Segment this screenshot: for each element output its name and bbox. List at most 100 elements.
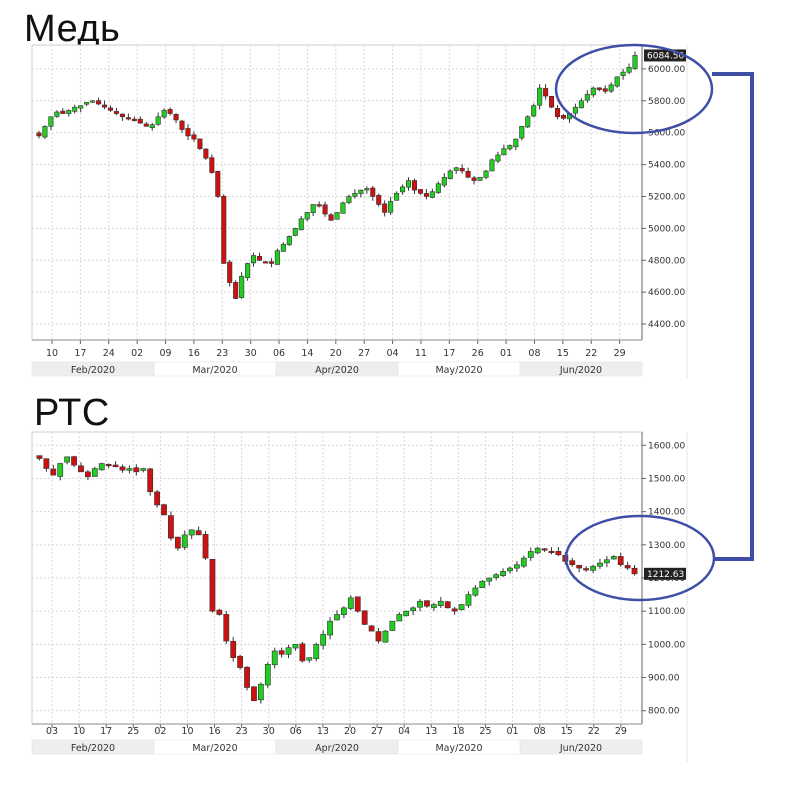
copper-candle-body bbox=[435, 183, 441, 193]
rts-candle bbox=[410, 606, 417, 616]
rts-candle bbox=[209, 559, 216, 613]
copper-candle bbox=[262, 261, 269, 264]
rts-candle-body bbox=[458, 604, 465, 611]
copper-candle bbox=[197, 138, 203, 151]
copper-candle-body bbox=[209, 157, 215, 173]
rts-candle bbox=[486, 577, 493, 586]
rts-x-tick-label: 20 bbox=[344, 726, 356, 737]
copper-candle-body bbox=[459, 168, 465, 172]
copper-candle-body bbox=[125, 117, 131, 120]
copper-candle-body bbox=[578, 100, 584, 109]
rts-month-label: Jun/2020 bbox=[559, 743, 602, 754]
copper-candle bbox=[119, 113, 125, 121]
copper-candle bbox=[298, 216, 304, 231]
copper-candle bbox=[191, 131, 197, 142]
copper-last-value: 6084.50 bbox=[647, 51, 684, 61]
copper-candle-body bbox=[340, 202, 346, 214]
copper-candle-body bbox=[173, 113, 179, 121]
rts-y-tick-label: 1000.00 bbox=[648, 640, 685, 650]
rts-candle-body bbox=[507, 567, 513, 572]
rts-candle-body bbox=[306, 657, 313, 661]
rts-candle bbox=[617, 552, 624, 567]
rts-x-tick-label: 10 bbox=[181, 726, 193, 737]
copper-candle bbox=[78, 105, 84, 113]
copper-candle-body bbox=[256, 255, 263, 261]
rts-candle bbox=[368, 625, 375, 632]
rts-candle-body bbox=[105, 464, 112, 467]
copper-candle-body bbox=[560, 115, 567, 119]
copper-candle-body bbox=[90, 100, 96, 103]
rts-x-tick-label: 18 bbox=[452, 726, 464, 737]
rts-candle-body bbox=[354, 596, 361, 612]
rts-candle bbox=[396, 612, 403, 622]
copper-candle bbox=[584, 90, 590, 103]
copper-candlestick-chart: 4400.00 4600.00 4800.00 5000.00 5200.00 5400.… bbox=[31, 44, 688, 378]
rts-candle bbox=[78, 462, 84, 473]
rts-candle-body bbox=[133, 467, 140, 473]
copper-candle-body bbox=[197, 138, 203, 149]
rts-candle bbox=[195, 526, 202, 536]
rts-candle-body bbox=[36, 455, 43, 459]
copper-candle-body bbox=[298, 218, 304, 231]
rts-x-tick-label: 30 bbox=[263, 726, 275, 737]
rts-candle-body bbox=[257, 683, 264, 701]
copper-candle-body bbox=[328, 214, 334, 221]
rts-x-tick-label: 22 bbox=[588, 726, 600, 737]
copper-candle bbox=[251, 252, 257, 267]
rts-candle bbox=[541, 548, 548, 552]
rts-side-panel bbox=[686, 432, 688, 762]
rts-candle bbox=[527, 547, 534, 561]
rts-x-tick-label: 25 bbox=[127, 726, 139, 737]
rts-candle-body bbox=[43, 458, 50, 469]
copper-candle bbox=[90, 99, 96, 103]
rts-x-tick-label: 29 bbox=[615, 726, 627, 737]
copper-candle-body bbox=[590, 87, 596, 96]
copper-x-tick-label: 30 bbox=[245, 348, 257, 359]
rts-candle bbox=[257, 682, 264, 704]
rts-candle bbox=[119, 464, 126, 473]
copper-side-panel bbox=[686, 45, 688, 378]
copper-y-tick-label: 6000.00 bbox=[648, 65, 685, 75]
rts-candle-body bbox=[444, 601, 451, 609]
rts-candle bbox=[624, 561, 631, 570]
rts-candle bbox=[334, 610, 340, 621]
copper-candle bbox=[477, 176, 483, 182]
copper-candle bbox=[620, 68, 626, 80]
rts-candle-body bbox=[396, 614, 403, 622]
copper-candle bbox=[501, 144, 507, 156]
rts-candle bbox=[597, 558, 603, 569]
rts-candle-body bbox=[188, 529, 195, 536]
rts-candle bbox=[251, 686, 257, 702]
copper-candle-body bbox=[245, 263, 251, 278]
copper-candle bbox=[572, 103, 578, 117]
rts-candle-body bbox=[85, 471, 91, 478]
copper-candle-body bbox=[72, 106, 78, 112]
rts-x-tick-label: 13 bbox=[425, 726, 437, 737]
copper-candle bbox=[125, 113, 131, 121]
copper-candle bbox=[423, 189, 429, 200]
connector-line bbox=[712, 72, 754, 561]
rts-candle bbox=[271, 647, 278, 669]
rts-candle bbox=[403, 610, 410, 617]
copper-candle bbox=[543, 84, 549, 100]
rts-candle bbox=[437, 597, 444, 609]
copper-candle bbox=[36, 130, 42, 139]
copper-candle bbox=[340, 201, 346, 214]
rts-candle-body bbox=[527, 551, 534, 558]
copper-candle-body bbox=[137, 118, 143, 124]
copper-candle bbox=[322, 201, 328, 217]
copper-candle-body bbox=[537, 87, 543, 106]
copper-x-tick-label: 08 bbox=[528, 348, 540, 359]
rts-candle bbox=[43, 458, 50, 472]
rts-month-label: Mar/2020 bbox=[192, 743, 237, 754]
copper-candle-body bbox=[477, 177, 483, 181]
rts-candle bbox=[347, 595, 354, 611]
copper-candle bbox=[531, 103, 537, 118]
copper-candle-body bbox=[322, 204, 328, 215]
rts-candle bbox=[202, 530, 209, 560]
copper-y-tick-label: 5200.00 bbox=[648, 192, 685, 202]
copper-candle-body bbox=[352, 192, 358, 197]
rts-candle-body bbox=[244, 666, 250, 688]
rts-candle bbox=[161, 503, 167, 516]
copper-candle bbox=[459, 164, 465, 174]
